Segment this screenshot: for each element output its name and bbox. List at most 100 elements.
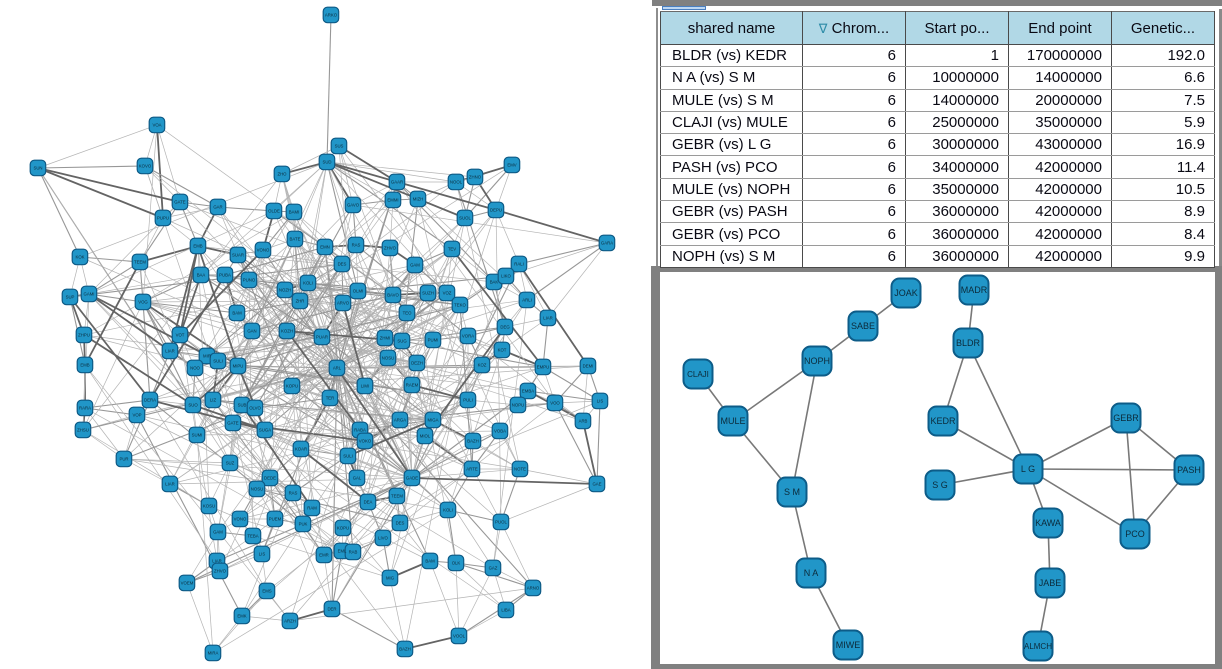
svg-text:RAS: RAS	[289, 491, 298, 496]
svg-text:ARZH: ARZH	[284, 619, 296, 624]
svg-text:VOEM: VOEM	[181, 581, 194, 586]
svg-text:MIRA: MIRA	[208, 651, 219, 656]
svg-text:OLMI: OLMI	[353, 289, 364, 294]
svg-text:MIPU: MIPU	[233, 364, 244, 369]
svg-text:TEKO: TEKO	[454, 303, 466, 308]
svg-text:LIS: LIS	[597, 399, 604, 404]
svg-text:PUNO: PUNO	[243, 278, 256, 283]
svg-text:MULE: MULE	[720, 416, 745, 426]
svg-text:KOZH: KOZH	[281, 329, 293, 334]
svg-text:GAM: GAM	[410, 263, 420, 268]
svg-text:DEA: DEA	[364, 500, 373, 505]
svg-text:EMK: EMK	[237, 614, 246, 619]
svg-text:ALMCH: ALMCH	[1024, 642, 1052, 651]
svg-text:LIS: LIS	[259, 552, 266, 557]
svg-text:DEG: DEG	[500, 325, 510, 330]
svg-text:RAS: RAS	[352, 243, 361, 248]
svg-text:SUO: SUO	[188, 403, 198, 408]
svg-text:PUOL: PUOL	[495, 520, 507, 525]
svg-text:GAAR: GAAR	[391, 180, 403, 185]
svg-text:KAWA: KAWA	[1035, 518, 1061, 528]
svg-text:EMR: EMR	[319, 553, 329, 558]
svg-text:LIVO: LIVO	[378, 536, 388, 541]
svg-text:BAMI: BAMI	[289, 210, 300, 215]
svg-text:GATE: GATE	[227, 421, 239, 426]
svg-text:NOO: NOO	[190, 366, 200, 371]
svg-text:TEBA: TEBA	[247, 534, 258, 539]
svg-text:BAVO: BAVO	[387, 293, 399, 298]
svg-text:LIAR: LIAR	[165, 349, 175, 354]
svg-text:NOPH: NOPH	[804, 356, 830, 366]
svg-text:OLVO: OLVO	[249, 406, 261, 411]
svg-text:EMN: EMN	[320, 245, 330, 250]
svg-text:TER: TER	[326, 396, 335, 401]
svg-text:KOT: KOT	[498, 348, 507, 353]
svg-text:NOPU: NOPU	[512, 403, 524, 408]
svg-text:KOPU: KOPU	[337, 526, 349, 531]
svg-text:JABE: JABE	[1039, 578, 1062, 588]
svg-text:BAA: BAA	[197, 273, 206, 278]
svg-text:LIAR: LIAR	[165, 482, 175, 487]
svg-text:TEEM: TEEM	[134, 260, 146, 265]
svg-text:GAE: GAE	[592, 482, 601, 487]
svg-text:PASH: PASH	[1177, 465, 1201, 475]
svg-text:ARB: ARB	[579, 419, 588, 424]
svg-text:GAM: GAM	[213, 530, 223, 535]
svg-text:GAL: GAL	[353, 476, 362, 481]
svg-text:SUS: SUS	[335, 144, 344, 149]
svg-text:N A: N A	[804, 568, 819, 578]
svg-text:MIOL: MIOL	[420, 434, 431, 439]
svg-text:NOZH: NOZH	[279, 288, 291, 293]
svg-text:SUD: SUD	[322, 160, 331, 165]
svg-text:EMPU: EMPU	[537, 365, 549, 370]
svg-text:KEDR: KEDR	[930, 416, 956, 426]
svg-text:NOTE: NOTE	[514, 467, 526, 472]
svg-text:ZHR: ZHR	[296, 299, 305, 304]
svg-text:KOK: KOK	[75, 255, 84, 260]
svg-text:PUPU: PUPU	[157, 216, 169, 221]
svg-text:VONO: VONO	[234, 517, 247, 522]
svg-text:VOP: VOP	[132, 413, 141, 418]
svg-text:NOOL: NOOL	[450, 180, 463, 185]
svg-text:SUZ: SUZ	[226, 461, 235, 466]
svg-text:ZHNO: ZHNO	[469, 175, 482, 180]
svg-text:KOVO: KOVO	[139, 164, 152, 169]
svg-text:BAK: BAK	[490, 280, 499, 285]
svg-text:BLDR: BLDR	[956, 338, 981, 348]
svg-text:EMV: EMV	[507, 163, 516, 168]
svg-text:EMB: EMB	[80, 363, 89, 368]
svg-text:BAM: BAM	[232, 311, 242, 316]
svg-text:VONO: VONO	[257, 248, 270, 253]
svg-text:GAZ: GAZ	[489, 566, 498, 571]
svg-text:VOG: VOG	[138, 300, 148, 305]
svg-text:MIR: MIR	[203, 354, 211, 359]
svg-text:ARTE: ARTE	[466, 467, 478, 472]
svg-text:CLAJI: CLAJI	[687, 370, 709, 379]
svg-text:S M: S M	[784, 487, 800, 497]
svg-text:GARA: GARA	[601, 241, 613, 246]
svg-text:ARNO: ARNO	[527, 586, 540, 591]
svg-text:LIAR: LIAR	[212, 559, 222, 564]
svg-text:LIKO: LIKO	[501, 274, 511, 279]
svg-text:SUMI: SUMI	[192, 433, 203, 438]
svg-text:RARA: RARA	[79, 406, 91, 411]
svg-text:DES: DES	[396, 521, 405, 526]
svg-text:BAZH: BAZH	[399, 647, 410, 652]
svg-text:GAR: GAR	[213, 205, 222, 210]
svg-text:MIGA: MIGA	[428, 418, 439, 423]
svg-text:BAZH: BAZH	[467, 439, 478, 444]
svg-text:KOPU: KOPU	[286, 384, 298, 389]
svg-text:ZHO: ZHO	[277, 172, 287, 177]
svg-text:EMB: EMB	[193, 244, 202, 249]
svg-text:TEV: TEV	[448, 247, 456, 252]
svg-text:DEDE: DEDE	[264, 476, 276, 481]
svg-text:ARVO: ARVO	[337, 301, 350, 306]
svg-text:VOOL: VOOL	[453, 634, 466, 639]
svg-text:GATE: GATE	[174, 200, 186, 205]
svg-text:KOSU: KOSU	[203, 504, 215, 509]
svg-text:GEBR: GEBR	[1113, 413, 1139, 423]
svg-text:ZHPU: ZHPU	[78, 333, 90, 338]
svg-text:SUZH: SUZH	[422, 291, 434, 296]
svg-text:VOZ: VOZ	[443, 291, 452, 296]
svg-text:RAB: RAB	[349, 550, 358, 555]
